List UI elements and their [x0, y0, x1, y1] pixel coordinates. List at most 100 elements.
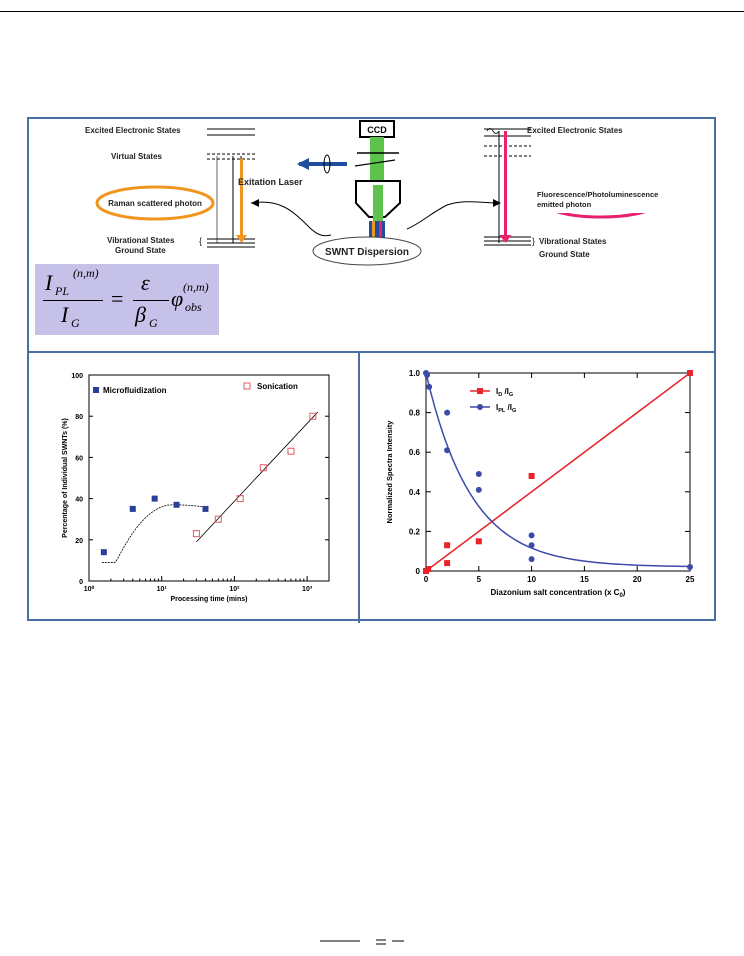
- id-ig-point: [687, 370, 693, 376]
- eq-i-g: I: [61, 302, 69, 327]
- id-ig-point: [444, 542, 451, 549]
- horizontal-divider: [29, 351, 714, 353]
- left-ground-label: Ground State: [115, 246, 166, 255]
- eq-fraction-bar-1: [43, 300, 103, 301]
- microfluidization-point: [202, 505, 209, 512]
- microfluidization-point: [129, 505, 136, 512]
- sonication-point: [309, 412, 317, 420]
- y-tick-label: 0: [79, 579, 83, 586]
- x-tick-label: 10²: [229, 586, 240, 593]
- left-vibrational-label: Vibrational States: [107, 236, 175, 245]
- right-excited-label: Excited Electronic States: [527, 126, 623, 135]
- plot-frame: [425, 372, 691, 572]
- sonication-point: [236, 495, 244, 503]
- cuvette-pink: [379, 221, 382, 247]
- right-brace-icon: }: [532, 236, 535, 246]
- left-virtual-label: Virtual States: [111, 152, 163, 161]
- ccd-label: CCD: [367, 125, 387, 135]
- id-ig-fit: [425, 372, 691, 572]
- page-header-rule: [0, 11, 744, 12]
- eq-sup-nm2: (n,m): [183, 280, 209, 294]
- x-tick-label: 5: [477, 575, 482, 584]
- x-tick-label: 0: [424, 575, 429, 584]
- microfluidization-point: [173, 501, 180, 508]
- ipl-ig-point: [426, 383, 433, 390]
- raman-label: Raman scattered photon: [108, 199, 202, 208]
- bottom-fraction-fragment: [320, 939, 404, 945]
- id-ig-point: [425, 566, 432, 573]
- legend-microfluidization: Microfluidization: [103, 386, 167, 395]
- ipl-ig-point: [475, 486, 482, 493]
- legend-marker: [477, 388, 483, 394]
- id-ig-point: [528, 472, 535, 479]
- sonication-point: [214, 515, 222, 523]
- y-tick-label: 80: [75, 414, 83, 421]
- microfluidization-point: [100, 549, 107, 556]
- sonication-point: [192, 530, 200, 538]
- y-axis-label: Normalized Spectra Intensity: [385, 420, 394, 524]
- y-tick-label: 60: [75, 455, 83, 462]
- eq-phi: φ: [171, 286, 184, 311]
- ipl-ig-point: [528, 532, 535, 539]
- left-energy-diagram: [207, 128, 255, 248]
- ipl-ig-point: [475, 470, 482, 477]
- eq-sub-pl: PL: [55, 284, 70, 298]
- right-vibrational-label: Vibrational States: [539, 237, 607, 246]
- figure-panel: Excited Electronic States Virtual States…: [27, 117, 716, 623]
- y-tick-label: 40: [75, 497, 83, 504]
- x-axis-label: Processing time (mins): [170, 596, 247, 603]
- equation-box: I PL (n,m) I G = ε β G φ obs (n,m): [35, 264, 219, 335]
- ipl-ig-point: [444, 447, 451, 454]
- dispersion-label: SWNT Dispersion: [325, 247, 409, 258]
- legend-sonication-marker: [243, 382, 251, 390]
- y-tick-label: 0.6: [409, 448, 421, 457]
- fluorescence-label-2: emitted photon: [537, 200, 592, 209]
- right-ground-label: Ground State: [539, 250, 590, 259]
- fluorescence-arrow: [504, 131, 507, 237]
- x-tick-label: 10: [527, 575, 536, 584]
- right-energy-diagram: [484, 128, 531, 246]
- left-excited-label: Excited Electronic States: [85, 126, 181, 135]
- x-tick-label: 20: [633, 575, 642, 584]
- cuvette-orange: [372, 221, 375, 247]
- microfluidization-fit: [101, 504, 208, 563]
- microfluidization-point: [151, 495, 158, 502]
- sonication-fit: [196, 411, 319, 543]
- x-tick-label: 10¹: [157, 586, 168, 593]
- plot-frame: [88, 374, 330, 582]
- brace-icon: {: [199, 236, 202, 246]
- legend-id-ig: ID /IG: [496, 387, 513, 398]
- legend-sonication: Sonication: [257, 382, 298, 391]
- id-ig-point: [444, 560, 451, 567]
- y-tick-label: 100: [71, 373, 83, 380]
- sonication-point: [287, 447, 295, 455]
- green-inner-beam: [373, 185, 383, 221]
- ipl-ig-point: [528, 556, 535, 563]
- x-tick-label: 10⁰: [84, 585, 95, 593]
- eq-i-pl: I: [45, 270, 53, 295]
- ipl-ig-point: [687, 564, 693, 571]
- spectroscopy-schematic: Excited Electronic States Virtual States…: [85, 120, 669, 266]
- vertical-divider: [358, 351, 360, 623]
- y-tick-label: 20: [75, 538, 83, 545]
- chart-diazonium: 0 0.2 0.4 0.6 0.8 1.0 0 5 10 15 20 25 Diazonium salt…: [385, 369, 695, 599]
- x-axis-label: Diazonium salt concentration (x C0): [491, 588, 626, 599]
- eq-epsilon: ε: [141, 270, 150, 295]
- fluorescence-label-1: Fluorescence/Photoluminescence: [537, 190, 658, 199]
- dispersion-ellipse: [312, 236, 422, 266]
- y-tick-label: 0: [416, 567, 421, 576]
- legend-marker: [477, 404, 483, 410]
- ipl-ig-point: [424, 371, 431, 378]
- eq-sub-g2: G: [149, 316, 158, 330]
- ipl-ig-point: [528, 542, 535, 549]
- chart-processing-time: 0 20 40 60 80 100 10⁰ 10¹ 10² 10³ Processing time …: [62, 373, 330, 603]
- legend-ipl-ig: IPL /IG: [496, 403, 516, 414]
- eq-fraction-bar-2: [133, 300, 169, 301]
- fluorescence-label-bg: [529, 187, 669, 213]
- eq-sub-obs: obs: [185, 300, 202, 314]
- legend-microfluidization-marker: [93, 387, 99, 393]
- y-axis-label: Percentage of Individual SWNTs (%): [62, 418, 69, 538]
- y-tick-label: 0.8: [409, 409, 421, 418]
- eq-equals: =: [111, 286, 124, 311]
- sonication-point: [259, 464, 267, 472]
